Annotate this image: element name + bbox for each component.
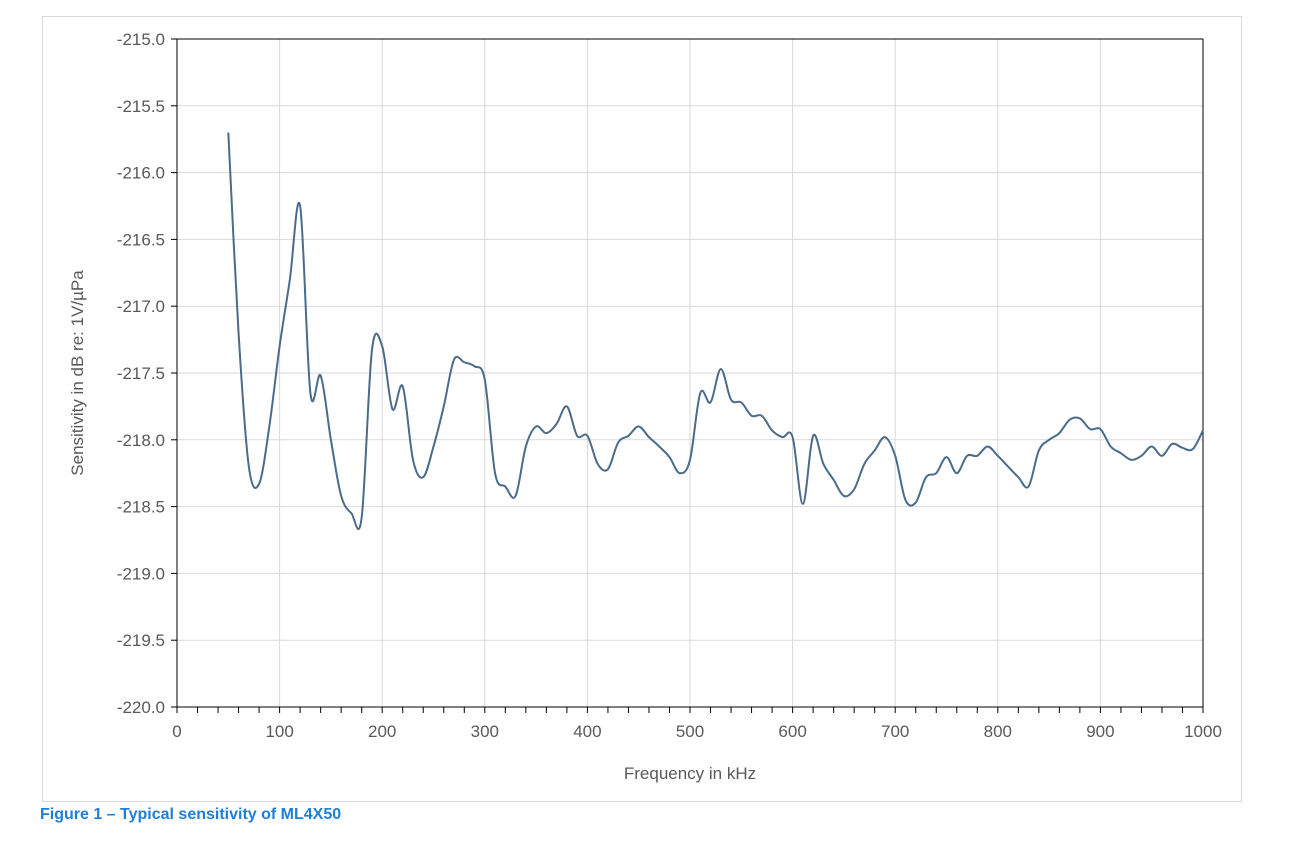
y-tick-label: -216.5 <box>117 230 165 249</box>
x-tick-label: 100 <box>265 722 293 741</box>
y-tick-label: -215.5 <box>117 97 165 116</box>
chart-frame: 0 100 200 300 400 500 600 700 800 900 1000 -215.0 -2… <box>42 16 1242 802</box>
x-tick-label: 600 <box>778 722 806 741</box>
x-tick-label: 400 <box>573 722 601 741</box>
y-tick-label: -217.5 <box>117 364 165 383</box>
y-tick-label: -217.0 <box>117 297 165 316</box>
y-axis-title: Sensitivity in dB re: 1V/µPa <box>68 270 87 476</box>
x-tick-label: 900 <box>1086 722 1114 741</box>
y-tick-label: -219.0 <box>117 564 165 583</box>
y-tick-label: -218.5 <box>117 498 165 517</box>
y-tick-label: -220.0 <box>117 698 165 717</box>
y-tick-label: -219.5 <box>117 631 165 650</box>
sensitivity-line-chart: 0 100 200 300 400 500 600 700 800 900 1000 -215.0 -2… <box>68 30 1222 783</box>
x-tick-label: 1000 <box>1184 722 1222 741</box>
sensitivity-series-line <box>227 132 1204 530</box>
x-tick-label: 800 <box>984 722 1012 741</box>
x-tick-label: 200 <box>368 722 396 741</box>
y-tick-label: -218.0 <box>117 431 165 450</box>
figure-caption: Figure 1 – Typical sensitivity of ML4X50 <box>40 806 342 823</box>
x-axis-title: Frequency in kHz <box>624 764 756 783</box>
x-tick-label: 0 <box>172 722 181 741</box>
x-tick-label: 500 <box>676 722 704 741</box>
x-tick-label: 700 <box>881 722 909 741</box>
x-tick-label: 300 <box>471 722 499 741</box>
y-tick-label: -216.0 <box>117 164 165 183</box>
y-tick-label: -215.0 <box>117 30 165 49</box>
